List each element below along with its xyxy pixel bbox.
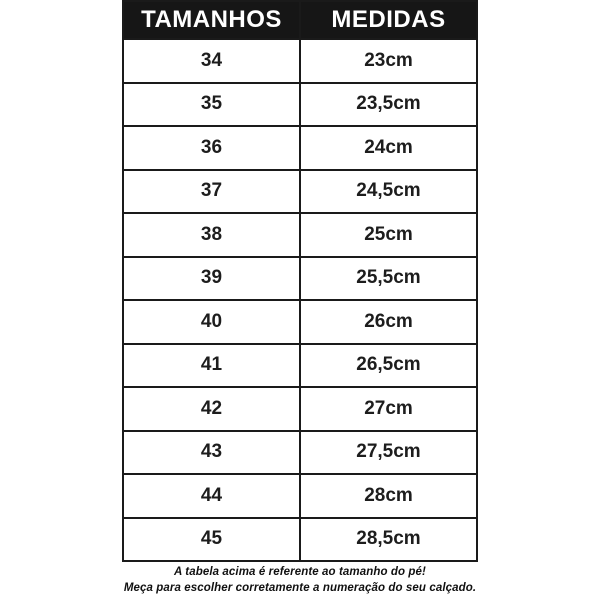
size-cell: 43	[122, 429, 301, 475]
measure-cell: 24cm	[299, 125, 478, 171]
table-row: 35 23,5cm	[122, 81, 478, 127]
size-cell: 39	[122, 255, 301, 301]
table-row: 37 24,5cm	[122, 168, 478, 214]
size-cell: 40	[122, 299, 301, 345]
footer-line-1: A tabela acima é referente ao tamanho do…	[174, 566, 426, 578]
size-table: TAMANHOS MEDIDAS 34 23cm 35 23,5cm 36 24…	[122, 0, 478, 562]
measure-cell: 23,5cm	[299, 81, 478, 127]
table-row: 40 26cm	[122, 299, 478, 345]
measure-cell: 27cm	[299, 386, 478, 432]
measure-cell: 23cm	[299, 38, 478, 84]
measure-cell: 26,5cm	[299, 342, 478, 388]
footer-line-2: Meça para escolher corretamente a numera…	[123, 582, 477, 594]
table-row: 42 27cm	[122, 386, 478, 432]
measure-cell: 24,5cm	[299, 168, 478, 214]
size-cell: 42	[122, 386, 301, 432]
table-row: 41 26,5cm	[122, 342, 478, 388]
header-row: TAMANHOS MEDIDAS	[122, 0, 478, 40]
measure-cell: 27,5cm	[299, 429, 478, 475]
footer-note: A tabela acima é referente ao tamanho do…	[0, 564, 600, 596]
table-row: 36 24cm	[122, 125, 478, 171]
size-cell: 44	[122, 473, 301, 519]
measure-cell: 28,5cm	[299, 516, 478, 562]
size-cell: 35	[122, 81, 301, 127]
table-row: 34 23cm	[122, 38, 478, 84]
header-tamanhos: TAMANHOS	[122, 0, 301, 40]
table-row: 38 25cm	[122, 212, 478, 258]
size-cell: 37	[122, 168, 301, 214]
size-cell: 38	[122, 212, 301, 258]
table-row: 45 28,5cm	[122, 516, 478, 562]
header-medidas: MEDIDAS	[299, 0, 478, 40]
table-row: 43 27,5cm	[122, 429, 478, 475]
measure-cell: 25,5cm	[299, 255, 478, 301]
size-cell: 36	[122, 125, 301, 171]
table-row: 39 25,5cm	[122, 255, 478, 301]
measure-cell: 25cm	[299, 212, 478, 258]
table-row: 44 28cm	[122, 473, 478, 519]
size-cell: 45	[122, 516, 301, 562]
size-cell: 34	[122, 38, 301, 84]
measure-cell: 26cm	[299, 299, 478, 345]
size-cell: 41	[122, 342, 301, 388]
measure-cell: 28cm	[299, 473, 478, 519]
